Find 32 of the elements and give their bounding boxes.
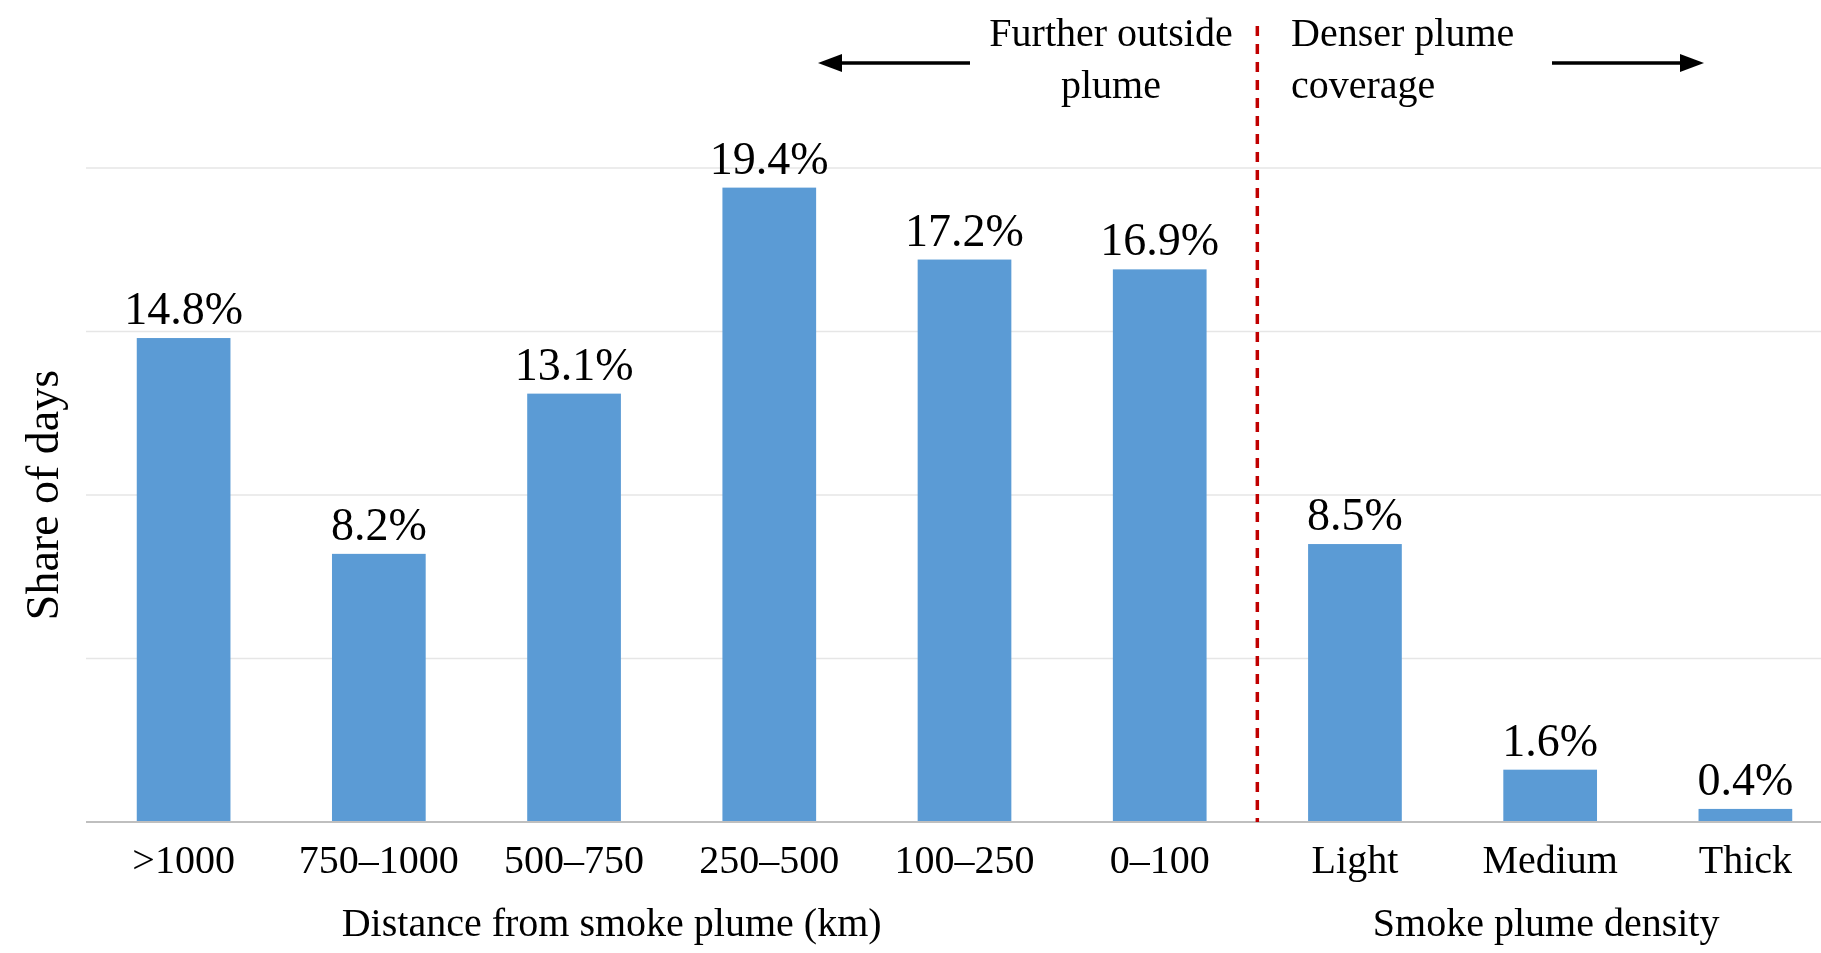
x-tick-label: 250–500: [699, 837, 840, 882]
bar: [331, 553, 426, 822]
x-tick-label: 0–100: [1109, 837, 1210, 882]
y-axis-title: Share of days: [17, 369, 68, 621]
bar: [1308, 544, 1402, 822]
bar: [722, 187, 817, 822]
bar: [1698, 808, 1793, 822]
text: Denser plume coverage: [1291, 10, 1515, 107]
x-tick-label: Medium: [1482, 837, 1618, 882]
data-label: 8.2%: [330, 498, 427, 550]
data-label: 13.1%: [514, 338, 634, 390]
bar: [136, 338, 231, 822]
bar: [917, 259, 1012, 822]
x-axis-title: Distance from smoke plume (km): [341, 900, 882, 945]
data-label: 17.2%: [905, 204, 1024, 256]
data-label: 0.4%: [1697, 753, 1794, 805]
x-tick-label: Thick: [1698, 837, 1793, 882]
data-label: 8.5%: [1307, 489, 1403, 541]
text: Further outside plume: [989, 10, 1233, 107]
bar: [1503, 769, 1598, 822]
data-label: 19.4%: [709, 132, 829, 184]
x-tick-label: Light: [1311, 837, 1399, 882]
bar: [527, 393, 621, 822]
bar: [1112, 269, 1207, 822]
x-tick-label: 100–250: [894, 837, 1035, 882]
x-tick-label: 750–1000: [298, 837, 459, 882]
data-label: 14.8%: [124, 283, 244, 335]
text: Smoke plume density: [1372, 900, 1720, 945]
data-label: 1.6%: [1502, 714, 1599, 766]
data-label: 16.9%: [1100, 214, 1220, 266]
x-tick-label: >1000: [132, 837, 235, 882]
x-tick-label: 500–750: [504, 837, 645, 882]
